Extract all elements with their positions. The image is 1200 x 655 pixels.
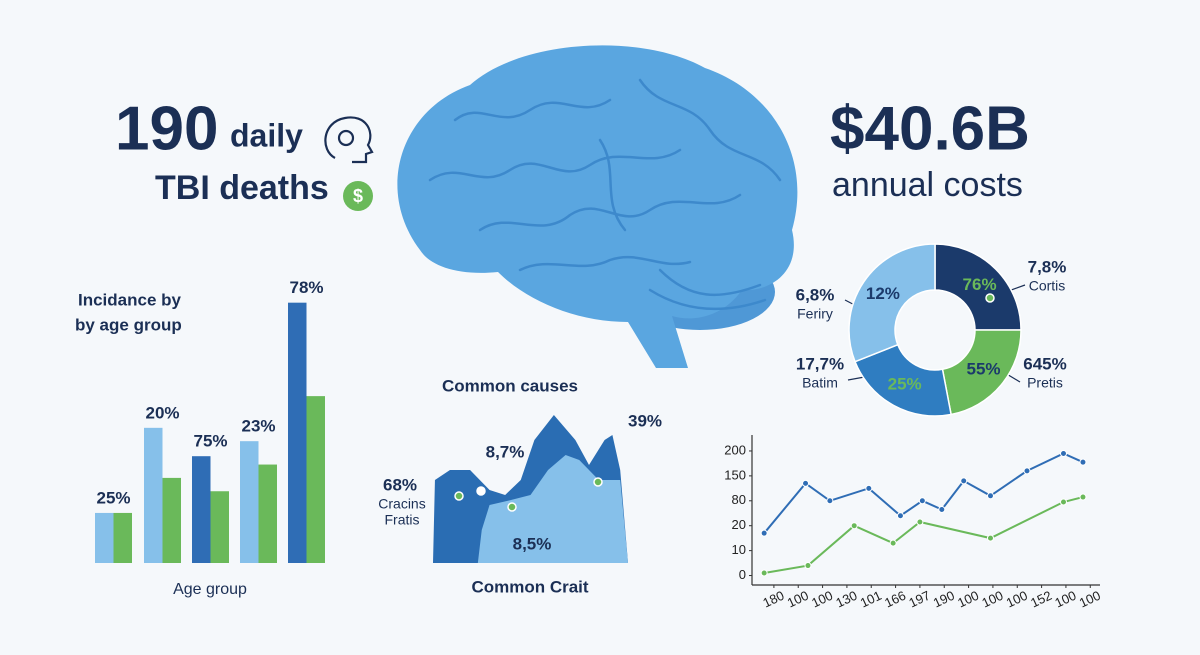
headline-number: 190 [115,94,218,163]
bar [113,512,132,563]
dollar-icon: $ [343,181,373,211]
bar [288,302,307,563]
y-tick-label: 80 [732,492,746,507]
y-tick-label: 20 [732,517,746,532]
bar-annotation: 25% [96,488,130,507]
line-point [804,562,812,570]
line-point [760,569,768,577]
bar [240,441,259,563]
line-point [850,522,858,530]
bar-annotation: 78% [289,278,323,297]
line-series [763,496,1084,575]
bar-xlabel: Age group [173,581,247,598]
bar [192,456,211,563]
bar [258,464,277,563]
pie-slice [934,243,1022,331]
pie-annotation: 7,8% [1028,257,1067,276]
line-point [1023,467,1031,475]
y-tick-label: 200 [724,442,746,457]
pie-annotation: Cortis [1029,278,1066,294]
bar [306,396,325,563]
line-point [986,534,994,542]
line-point [916,518,924,526]
bar [144,427,163,563]
slice-label: 12% [866,284,900,303]
line-point [986,492,994,500]
cost-text: annual costs [832,166,1023,204]
line-point [960,477,968,485]
pie-annotation: Batim [802,375,838,391]
bar-annotation: 75% [193,432,227,451]
area-annotation: 8,7% [486,442,525,461]
bar-annotation: 23% [241,417,275,436]
headline-unit: daily [230,117,303,153]
brain-illustration [397,45,798,368]
bar [210,491,229,563]
bar [95,512,114,563]
area-annotation: Fratis [385,512,420,528]
area [477,455,628,563]
line-point [889,539,897,547]
svg-text:$: $ [353,186,363,206]
bar [162,477,181,563]
area-dot [476,486,486,496]
bar-title: Incidance by [78,290,182,309]
pie-annotation: 6,8% [796,285,835,304]
area-annotation: Cracins [378,496,425,512]
cost-number: $40.6B [830,94,1030,163]
area-title: Common causes [442,376,578,395]
pie-annotation: Pretis [1027,375,1063,391]
pie-slice [941,329,1022,416]
bar-annotation: 20% [145,403,179,422]
line-point [938,506,946,514]
slice-label: 55% [967,360,1001,379]
head-icon [324,116,374,164]
line-point [826,497,834,505]
area-annotation: 8,5% [513,534,552,553]
slice-label: 76% [963,275,997,294]
y-tick-label: 0 [739,567,746,582]
area-annotation: 68% [383,475,417,494]
pie-annotation: 17,7% [796,354,844,373]
line-point [1059,498,1067,506]
bar-title: by age group [75,315,182,334]
y-tick-label: 10 [732,542,746,557]
area-dot [507,502,517,512]
line-point [918,497,926,505]
line-point [1079,458,1087,466]
y-tick-label: 150 [724,467,746,482]
line-point [802,479,810,487]
area-dot [454,491,464,501]
line-point [1079,493,1087,501]
line-series [763,452,1084,534]
pie-slice [848,243,936,363]
pie-annotation: Feriry [797,306,833,322]
area-annotation: 39% [628,411,662,430]
line-point [1059,449,1067,457]
area-xlabel: Common Crait [471,577,588,596]
line-point [760,529,768,537]
slice-label: 25% [888,375,922,394]
line-point [896,512,904,520]
pie-annotation: 645% [1023,354,1066,373]
pie-dot [985,293,995,303]
area-dot [593,477,603,487]
headline-text: TBI deaths [155,169,329,207]
line-point [865,484,873,492]
pie-slice [854,343,952,417]
